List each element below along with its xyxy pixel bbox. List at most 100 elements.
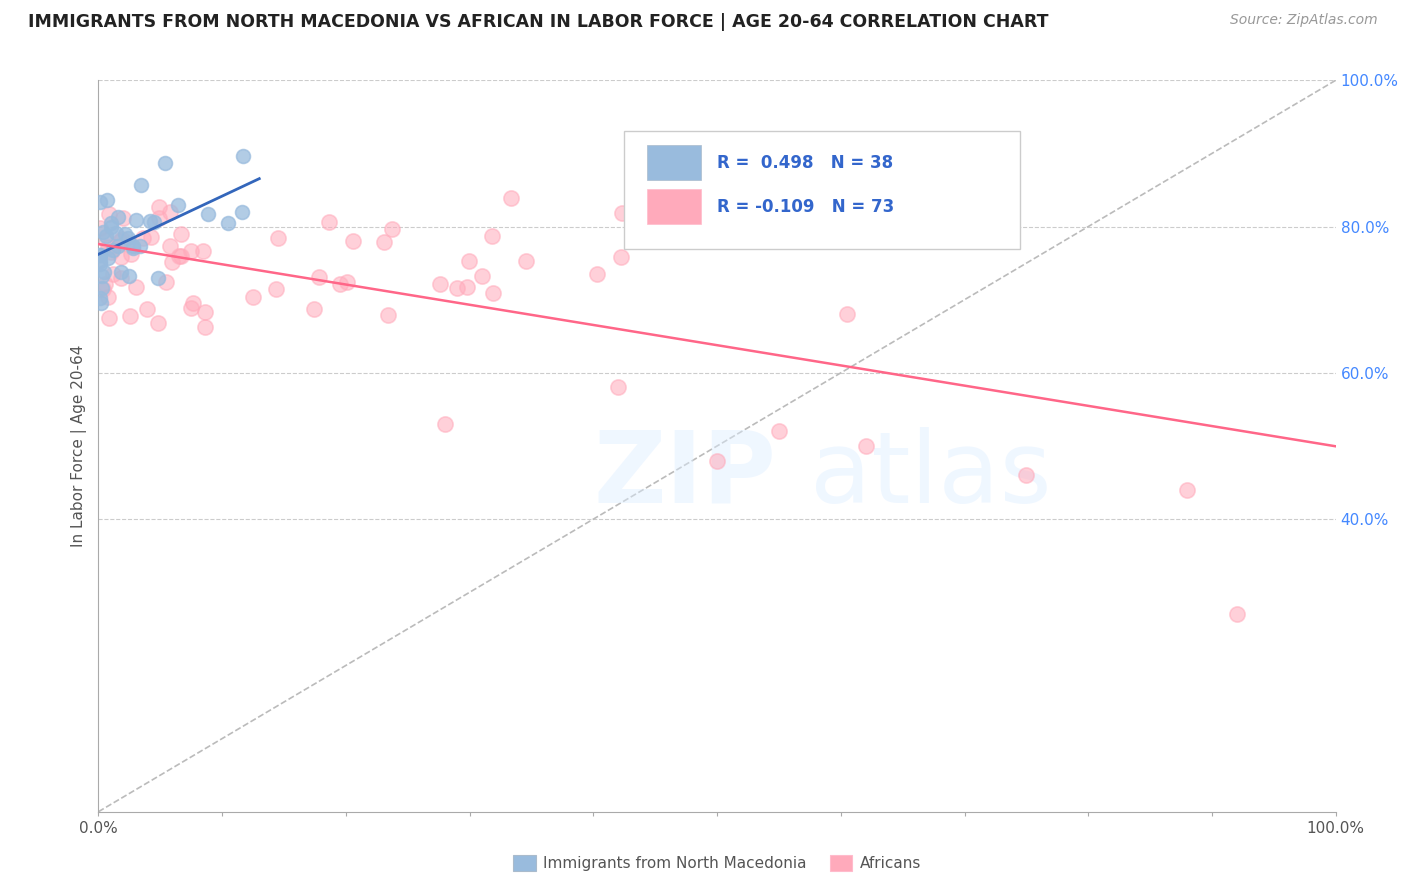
Point [194,304,217,318]
Point [1015,468,1038,483]
Point [89,291,111,305]
Point [89,194,111,209]
Point [89,221,111,235]
Point [855,439,877,453]
Point [458,254,481,268]
Point [89,247,111,261]
Point [91,282,114,296]
Point [122,241,145,255]
Point [335,275,357,289]
Point [456,279,478,293]
Legend: Immigrants from North Macedonia, Africans: Immigrants from North Macedonia, African… [506,849,928,877]
Point [110,265,132,279]
Text: atlas: atlas [810,426,1052,524]
Point [194,319,217,334]
Point [842,214,865,228]
Point [481,229,503,244]
Point [1175,483,1198,497]
Point [607,380,630,394]
Point [318,215,340,229]
Point [217,216,239,230]
Point [377,308,399,322]
Point [264,282,287,296]
Point [139,230,162,244]
Point [630,225,652,239]
Point [129,239,152,253]
Point [499,191,522,205]
Point [100,244,122,259]
Point [193,244,215,258]
Point [96,193,118,207]
Text: R =  0.498   N = 38: R = 0.498 N = 38 [717,154,893,172]
Point [91,269,114,284]
Point [91,225,114,239]
Point [90,281,112,295]
Point [197,207,219,221]
Text: ZIP: ZIP [593,426,776,524]
Point [94,228,117,243]
Point [120,246,142,260]
Point [111,211,134,225]
Point [129,178,152,193]
Point [98,311,121,326]
Point [97,207,120,221]
Point [823,206,845,220]
Point [167,198,190,212]
Point [167,249,190,263]
Point [101,243,124,257]
Point [610,206,633,220]
Point [1226,607,1249,622]
Point [429,277,451,292]
Point [242,290,264,304]
Point [381,221,404,235]
Point [138,214,160,228]
Text: R = -0.109   N = 73: R = -0.109 N = 73 [717,198,894,216]
Point [148,211,170,226]
Point [96,233,118,247]
Point [471,269,494,284]
Point [586,267,609,281]
Point [232,149,254,163]
Point [180,244,202,258]
Point [433,417,456,431]
Point [153,156,176,170]
Point [105,226,128,240]
Point [89,257,111,271]
Point [125,280,148,294]
Point [231,204,253,219]
Point [610,250,633,264]
Point [159,205,181,219]
Point [135,301,157,316]
Point [146,271,169,285]
Point [515,254,537,268]
Point [93,277,115,291]
Point [170,227,193,241]
Point [373,235,395,249]
Point [117,231,139,245]
Point [107,239,129,253]
FancyBboxPatch shape [647,145,702,180]
Point [108,234,131,248]
Point [267,231,290,245]
Point [125,212,148,227]
Text: Source: ZipAtlas.com: Source: ZipAtlas.com [1230,13,1378,28]
Point [304,301,326,316]
Point [181,296,204,310]
Point [481,286,503,301]
Point [148,316,170,330]
Point [308,269,330,284]
Point [96,251,118,265]
Point [706,453,728,467]
Point [97,240,120,254]
Point [122,238,145,252]
Point [107,210,129,224]
Point [342,234,364,248]
Point [118,268,141,283]
FancyBboxPatch shape [624,131,1021,249]
Point [159,239,181,253]
Point [329,277,352,291]
Point [143,215,166,229]
Point [148,200,170,214]
Point [100,216,122,230]
Point [93,265,115,279]
